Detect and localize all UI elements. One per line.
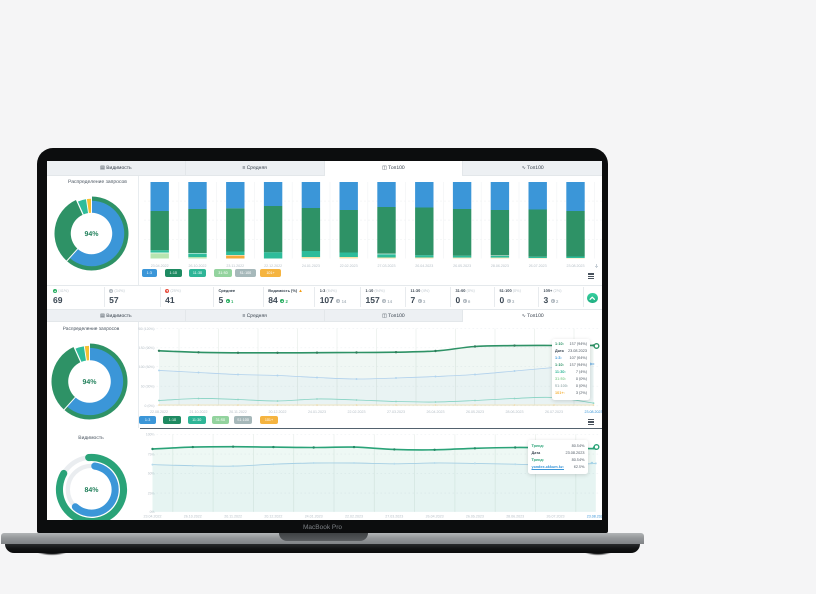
- svg-text:28.06.2023: 28.06.2023: [506, 515, 524, 519]
- svg-text:23.08.2023: 23.08.2023: [566, 264, 584, 268]
- svg-text:27.03.2023: 27.03.2023: [385, 515, 403, 519]
- svg-text:23.04.2022: 23.04.2022: [150, 264, 168, 268]
- svg-text:28.06.2023: 28.06.2023: [490, 264, 508, 268]
- svg-text:26.04.2023: 26.04.2023: [415, 264, 433, 268]
- svg-text:26.10.2022: 26.10.2022: [183, 515, 201, 519]
- svg-text:94%: 94%: [82, 379, 97, 386]
- svg-text:23.08.2023: 23.08.2023: [584, 410, 602, 414]
- svg-text:20.11.2022: 20.11.2022: [224, 515, 242, 519]
- svg-text:28.06.2023: 28.06.2023: [505, 410, 523, 414]
- svg-text:22.02.2023: 22.02.2023: [339, 264, 357, 268]
- svg-text:24.01.2023: 24.01.2023: [304, 515, 322, 519]
- svg-text:22.02.2023: 22.02.2023: [345, 515, 363, 519]
- svg-text:24.01.2023: 24.01.2023: [308, 410, 326, 414]
- svg-text:23.11.2022: 23.11.2022: [226, 264, 244, 268]
- svg-text:26.07.2023: 26.07.2023: [545, 410, 563, 414]
- svg-text:150 (90%): 150 (90%): [138, 346, 154, 350]
- svg-text:25%: 25%: [147, 491, 154, 495]
- svg-text:24.01.2023: 24.01.2023: [301, 264, 319, 268]
- svg-text:22.12.2022: 22.12.2022: [264, 264, 282, 268]
- svg-text:21.10.2022: 21.10.2022: [189, 410, 207, 414]
- svg-text:26.05.2023: 26.05.2023: [466, 410, 484, 414]
- svg-text:100 (60%): 100 (60%): [138, 364, 154, 368]
- svg-text:200 (120%): 200 (120%): [138, 326, 155, 330]
- svg-text:26.07.2023: 26.07.2023: [528, 264, 546, 268]
- svg-text:94%: 94%: [84, 231, 99, 238]
- svg-text:22.02.2023: 22.02.2023: [347, 410, 365, 414]
- svg-text:27.03.2023: 27.03.2023: [387, 410, 405, 414]
- svg-text:100%: 100%: [145, 433, 154, 437]
- svg-text:84%: 84%: [84, 487, 99, 494]
- svg-text:26.10.2022: 26.10.2022: [188, 264, 206, 268]
- svg-text:26.04.2023: 26.04.2023: [425, 515, 443, 519]
- svg-text:27.03.2023: 27.03.2023: [377, 264, 395, 268]
- svg-text:23.08.2023: 23.08.2023: [586, 515, 602, 519]
- svg-text:20.11.2022: 20.11.2022: [229, 410, 247, 414]
- svg-text:50 (30%): 50 (30%): [140, 384, 154, 388]
- svg-text:26.07.2023: 26.07.2023: [546, 515, 564, 519]
- svg-text:50%: 50%: [147, 472, 154, 476]
- svg-text:20.12.2022: 20.12.2022: [268, 410, 286, 414]
- svg-text:26.05.2023: 26.05.2023: [465, 515, 483, 519]
- svg-text:26.04.2023: 26.04.2023: [426, 410, 444, 414]
- svg-text:0 (0%): 0 (0%): [144, 404, 154, 408]
- svg-text:75%: 75%: [147, 452, 154, 456]
- svg-text:20.12.2022: 20.12.2022: [264, 515, 282, 519]
- svg-text:23.04.2022: 23.04.2022: [143, 515, 161, 519]
- svg-text:0%: 0%: [149, 510, 154, 514]
- svg-text:26.05.2023: 26.05.2023: [453, 264, 471, 268]
- svg-text:22.08.2022: 22.08.2022: [150, 410, 168, 414]
